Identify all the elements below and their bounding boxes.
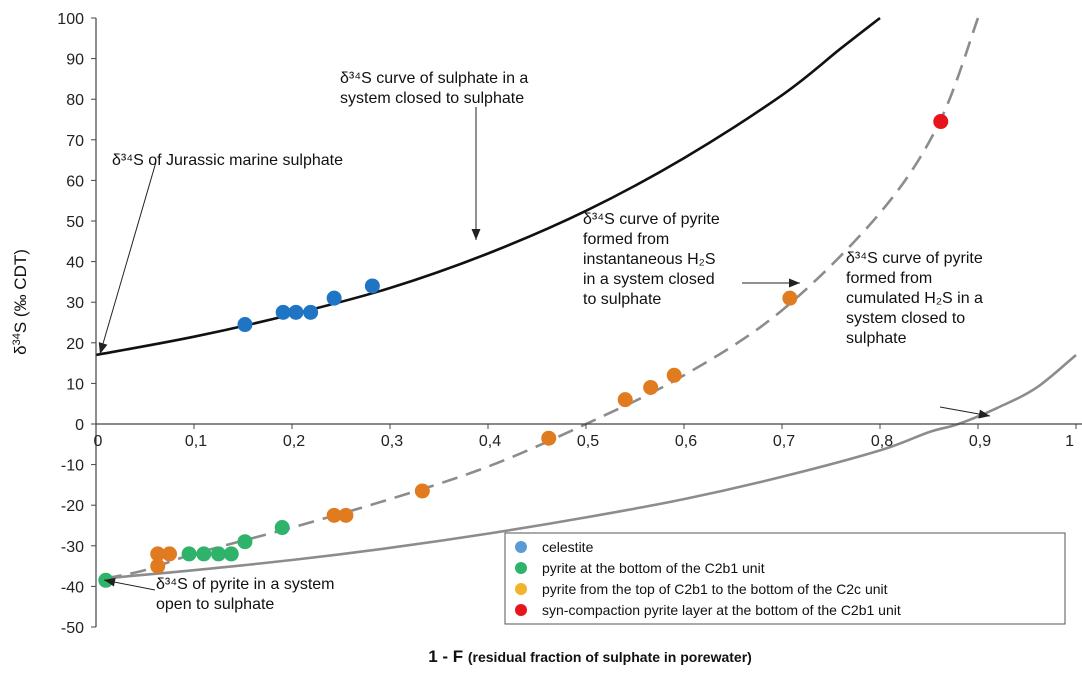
- annotation-line: δ³⁴S curve of pyrite: [583, 211, 720, 228]
- celestite-point: [237, 317, 253, 333]
- x-tick-label: 0: [94, 433, 103, 450]
- pyrite-top-point: [782, 290, 798, 306]
- y-tick-label: 30: [66, 295, 84, 312]
- axes: [95, 18, 1082, 627]
- annotation-line: δ³⁴S curve of sulphate in a: [340, 70, 528, 87]
- arrow-jurassic-sulphate-head: [98, 342, 108, 354]
- y-tick-label: 20: [66, 336, 84, 353]
- legend-marker: [515, 583, 527, 595]
- y-tick-label: 100: [57, 11, 84, 28]
- x-tick-label: 0,7: [773, 433, 795, 450]
- legend-label: pyrite from the top of C2b1 to the botto…: [542, 581, 888, 597]
- y-tick-label: 10: [66, 376, 84, 393]
- annotation-instantaneous-pyrite: δ³⁴S curve of pyrite formed from instantan…: [583, 211, 720, 308]
- x-tick-label: 0,5: [577, 433, 599, 450]
- arrow-jurassic-sulphate: [99, 161, 157, 355]
- x-axis-ticks: 0 0,1 0,2 0,3 0,4 0,5 0,6 0,7 0,8 0,9 1: [94, 424, 1077, 450]
- x-tick-label: 0,8: [871, 433, 893, 450]
- celestite-point: [364, 278, 380, 294]
- y-tick-label: 60: [66, 173, 84, 190]
- x-tick-label: 0,1: [185, 433, 207, 450]
- annotation-line: formed from: [583, 231, 669, 248]
- annotation-open-system: δ³⁴S of pyrite in a system open to sulpha…: [156, 576, 335, 613]
- pyrite-top-point: [338, 507, 354, 523]
- annotation-line: in a system closed: [583, 271, 715, 288]
- y-tick-label: 80: [66, 92, 84, 109]
- annotation-cumulated-pyrite: δ³⁴S curve of pyrite formed from cumulated…: [846, 250, 983, 347]
- annotation-line: δ³⁴S of Jurassic marine sulphate: [112, 152, 343, 169]
- pyrite-top-point: [414, 483, 430, 499]
- arrow-sulphate-curve-head: [471, 229, 481, 240]
- pyrite-top-point: [666, 367, 682, 383]
- legend-marker: [515, 604, 527, 616]
- pyrite-top-point: [150, 558, 166, 574]
- x-axis-title-note: (residual fraction of sulphate in porewa…: [468, 649, 752, 665]
- y-axis-ticks: -50 -40 -30 -20 -10 0 10 20 30 40 50 60 70 80 90 100: [57, 11, 96, 637]
- pyrite-top-point: [162, 546, 177, 562]
- y-tick-label: -10: [61, 458, 84, 475]
- legend-marker: [515, 541, 527, 553]
- pyrite-top-point: [150, 546, 166, 562]
- y-tick-label: 70: [66, 133, 84, 150]
- legend-box: [504, 532, 1066, 625]
- y-tick-label: 0: [75, 417, 84, 434]
- annotation-line: sulphate: [846, 330, 907, 347]
- sulphate-closed-curve: [95, 16, 881, 357]
- y-axis-title: δ34S (‰ CDT): [11, 249, 30, 355]
- annotation-line: system closed to: [846, 310, 965, 327]
- y-tick-label: 90: [66, 52, 84, 69]
- pyrite-bottom-point: [211, 546, 226, 562]
- pyrite-top-point: [326, 507, 342, 523]
- annotation-line: cumulated H₂S in a: [846, 290, 983, 307]
- y-tick-label: 40: [66, 255, 84, 272]
- x-tick-label: 1: [1065, 433, 1074, 450]
- annotation-line: formed from: [846, 270, 932, 287]
- legend-marker: [515, 562, 527, 574]
- annotation-jurassic-sulphate: δ³⁴S of Jurassic marine sulphate: [112, 152, 343, 169]
- arrow-open-system-head: [104, 577, 116, 587]
- data-points: [98, 114, 949, 588]
- pyrite-top-point: [541, 430, 557, 446]
- annotation-line: open to sulphate: [156, 596, 274, 613]
- pyrite-bottom-point: [196, 546, 212, 562]
- annotation-line: system closed to sulphate: [340, 90, 524, 107]
- arrow-instantaneous-head: [789, 278, 800, 288]
- legend-label: celestite: [542, 539, 594, 555]
- pyrite-top-point: [643, 379, 659, 395]
- pyrite-top-point: [617, 392, 633, 408]
- x-axis-title-main: 1 - F: [428, 647, 463, 666]
- legend-label: syn-compaction pyrite layer at the botto…: [542, 602, 901, 618]
- legend: celestite pyrite at the bottom of the C2b…: [504, 532, 1066, 625]
- y-tick-label: -50: [61, 620, 84, 637]
- pyrite-bottom-point: [274, 520, 290, 536]
- pyrite-bottom-point: [237, 534, 253, 550]
- celestite-point: [288, 304, 304, 320]
- celestite-point: [275, 304, 291, 320]
- annotation-line: to sulphate: [583, 291, 661, 308]
- y-tick-label: -20: [61, 498, 84, 515]
- annotation-arrows: [98, 107, 991, 591]
- annotations: δ³⁴S curve of sulphate in a system closed…: [112, 70, 983, 613]
- annotation-line: δ³⁴S of pyrite in a system: [156, 576, 335, 593]
- arrow-cumulated-head: [978, 409, 990, 419]
- x-tick-label: 0,6: [675, 433, 697, 450]
- x-tick-label: 0,3: [381, 433, 403, 450]
- annotation-line: δ³⁴S curve of pyrite: [846, 250, 983, 267]
- syn-compaction-point: [933, 114, 949, 130]
- y-tick-label: -30: [61, 539, 84, 556]
- legend-label: pyrite at the bottom of the C2b1 unit: [542, 560, 765, 576]
- x-tick-label: 0,9: [969, 433, 991, 450]
- annotation-sulphate-curve: δ³⁴S curve of sulphate in a system closed…: [340, 70, 528, 107]
- x-tick-label: 0,2: [283, 433, 305, 450]
- celestite-point: [303, 304, 319, 320]
- y-tick-label: -40: [61, 579, 84, 596]
- annotation-line: instantaneous H₂S: [583, 251, 716, 268]
- pyrite-bottom-point: [223, 546, 239, 562]
- celestite-point: [326, 290, 342, 306]
- y-tick-label: 50: [66, 214, 84, 231]
- x-tick-label: 0,4: [479, 433, 501, 450]
- pyrite-bottom-point: [181, 546, 197, 562]
- x-axis-title: 1 - F (residual fraction of sulphate in …: [428, 647, 752, 666]
